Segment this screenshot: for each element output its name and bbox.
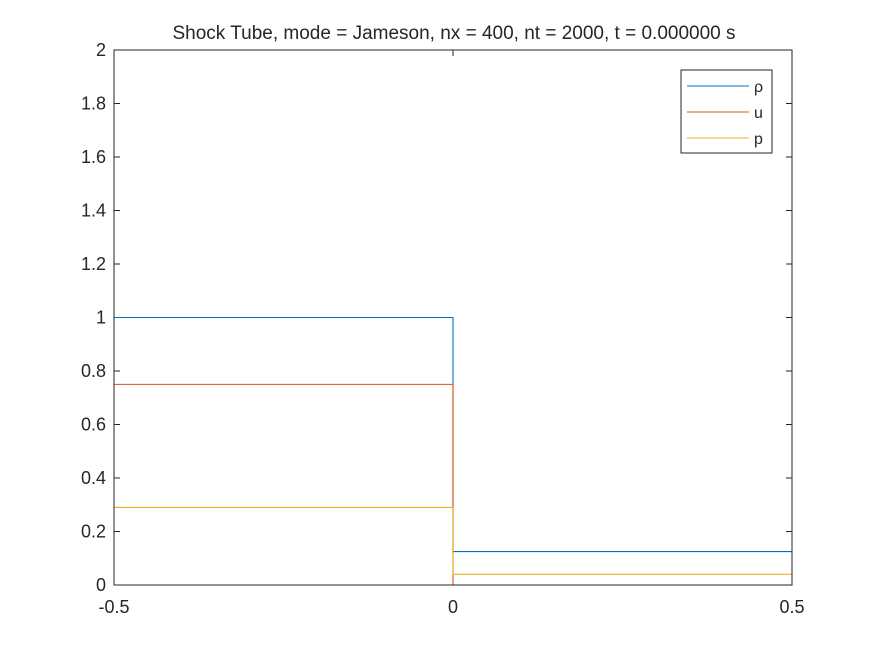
legend: ρup <box>680 69 773 154</box>
y-tick-label: 0.8 <box>81 361 106 381</box>
x-tick-label: 0.5 <box>779 597 804 617</box>
y-tick-label: 1.2 <box>81 254 106 274</box>
y-tick-label: 1.6 <box>81 147 106 167</box>
legend-label: ρ <box>754 79 763 96</box>
chart-title: Shock Tube, mode = Jameson, nx = 400, nt… <box>173 23 736 44</box>
x-tick-label: 0 <box>448 597 458 617</box>
y-tick-label: 2 <box>96 40 106 60</box>
legend-label: p <box>754 131 763 148</box>
y-tick-label: 0.4 <box>81 468 106 488</box>
y-tick-label: 1.4 <box>81 201 106 221</box>
x-tick-label: -0.5 <box>98 597 129 617</box>
axes-frame <box>113 49 793 586</box>
y-tick-label: 0.2 <box>81 522 106 542</box>
y-tick-label: 0.6 <box>81 415 106 435</box>
y-tick-label: 1.8 <box>81 94 106 114</box>
y-tick-label: 0 <box>96 575 106 595</box>
axes-box <box>113 49 793 586</box>
legend-label: u <box>754 105 763 122</box>
y-tick-label: 1 <box>96 308 106 328</box>
series-line-p <box>114 506 792 575</box>
